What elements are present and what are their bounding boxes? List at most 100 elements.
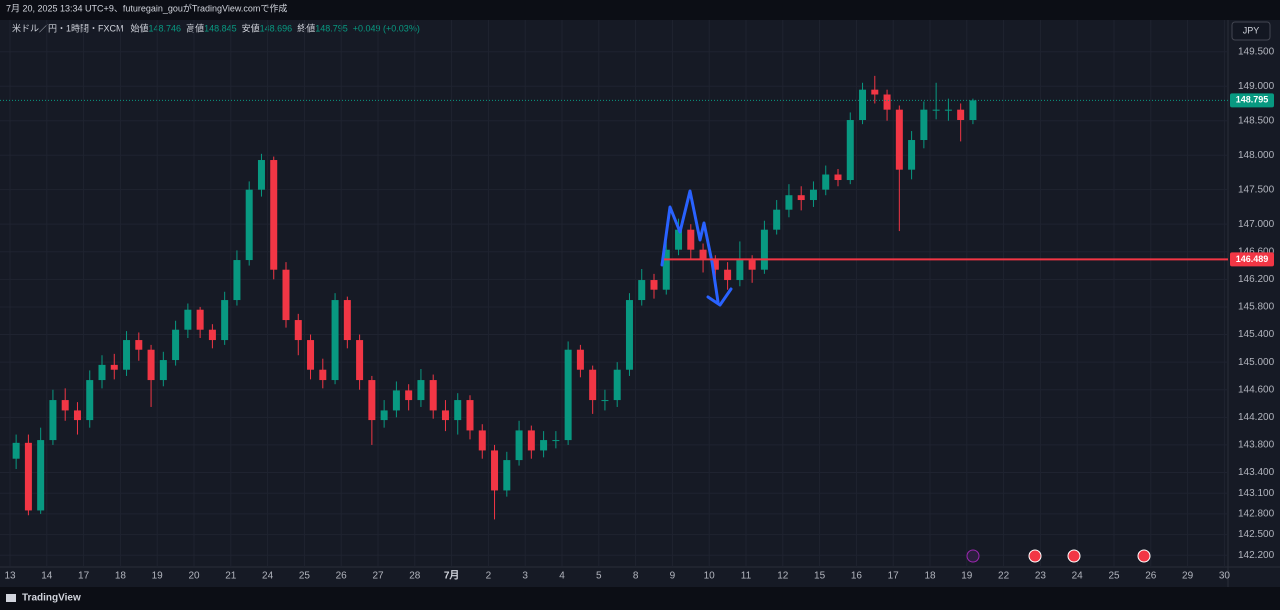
candle-body: [12, 442, 20, 459]
legend-label: 始値: [131, 22, 149, 33]
candle-body: [920, 109, 928, 141]
x-tick-label: 14: [41, 571, 53, 582]
candle: [233, 250, 241, 306]
candle: [576, 344, 584, 378]
candle: [331, 293, 339, 385]
legend-label: 安値: [242, 22, 260, 33]
candle-body: [662, 249, 670, 290]
candle: [822, 165, 830, 196]
candle: [282, 262, 290, 328]
candle: [527, 425, 535, 459]
candle-body: [846, 120, 854, 181]
x-tick-label: 24: [262, 571, 274, 582]
candle: [196, 306, 204, 338]
caption: 7月 20, 2025 13:34 UTC+9、futuregain_gouがT…: [6, 2, 287, 13]
x-tick-label: 20: [188, 571, 200, 582]
candle: [650, 273, 658, 299]
event-icon[interactable]: [1067, 549, 1081, 563]
candle-body: [601, 400, 609, 402]
candle: [405, 384, 413, 411]
candle-body: [73, 410, 81, 421]
candle: [638, 269, 646, 306]
candle-body: [392, 390, 400, 411]
candle: [895, 105, 903, 232]
event-icon[interactable]: [966, 549, 980, 563]
candle-body: [331, 300, 339, 381]
candle: [429, 374, 437, 419]
candle: [564, 341, 572, 445]
y-tick-label: 149.500: [1238, 46, 1275, 57]
candle: [392, 381, 400, 418]
candle-body: [613, 369, 621, 401]
brand-logo: [6, 594, 16, 602]
candle-body: [822, 174, 830, 190]
x-tick-label: 12: [777, 571, 789, 582]
candle-body: [417, 380, 425, 401]
x-tick-label: 18: [924, 571, 936, 582]
candle-body: [687, 229, 695, 250]
candle-body: [282, 269, 290, 321]
candle-body: [797, 195, 805, 201]
candle: [319, 358, 327, 389]
symbol: 米ドル／円・1時間・FXCM: [12, 22, 124, 33]
candle: [871, 75, 879, 104]
candle-body: [908, 140, 916, 170]
candle-body: [270, 160, 278, 270]
candle-body: [650, 280, 658, 290]
candle-body: [957, 109, 965, 121]
y-tick-label: 142.200: [1238, 550, 1275, 561]
candle: [662, 241, 670, 295]
y-tick-label: 142.800: [1238, 509, 1275, 520]
candle-body: [245, 189, 253, 261]
candle: [932, 82, 940, 120]
candle: [613, 362, 621, 407]
last-price-label: 148.795: [1236, 95, 1269, 105]
candle: [478, 424, 486, 459]
candle-body: [135, 340, 143, 350]
candle-body: [969, 100, 977, 121]
candle-body: [809, 189, 817, 201]
horizontal-line-box: [1230, 252, 1274, 267]
y-tick-label: 146.600: [1238, 246, 1275, 257]
candle: [441, 400, 449, 432]
candle: [135, 332, 143, 361]
x-tick-label: 28: [409, 571, 421, 582]
event-icon[interactable]: [1028, 549, 1042, 563]
y-tick-label: 145.000: [1238, 357, 1275, 368]
legend-label: 終値: [297, 22, 315, 33]
candle: [98, 355, 106, 389]
x-tick-label: 21: [225, 571, 237, 582]
candle: [110, 353, 118, 380]
candle: [589, 365, 597, 414]
candle: [785, 184, 793, 218]
y-tick-label: 149.000: [1238, 81, 1275, 92]
x-tick-label: 24: [1072, 571, 1084, 582]
candle-body: [589, 369, 597, 401]
legend-value: 148.795: [315, 23, 348, 33]
candle-body: [540, 440, 548, 451]
brand: TradingView: [22, 593, 81, 604]
x-tick-label: 25: [299, 571, 311, 582]
candle-body: [208, 329, 216, 341]
candle: [699, 243, 707, 273]
x-tick-label: 17: [78, 571, 90, 582]
candle: [257, 153, 265, 197]
candle: [736, 241, 744, 287]
candle-body: [294, 320, 302, 341]
candle-body: [785, 195, 793, 210]
candle-body: [184, 309, 192, 330]
x-tick-label: 16: [851, 571, 863, 582]
candle: [883, 89, 891, 121]
candle-body: [123, 340, 131, 370]
candle-body: [895, 109, 903, 170]
x-tick-label: 15: [814, 571, 826, 582]
y-tick-label: 146.200: [1238, 274, 1275, 285]
currency: JPY: [1243, 25, 1260, 35]
candle: [37, 427, 45, 514]
candle-body: [147, 349, 155, 381]
candle-body: [454, 400, 462, 421]
candle: [368, 375, 376, 445]
candle-body: [859, 89, 867, 121]
event-icon[interactable]: [1137, 549, 1151, 563]
